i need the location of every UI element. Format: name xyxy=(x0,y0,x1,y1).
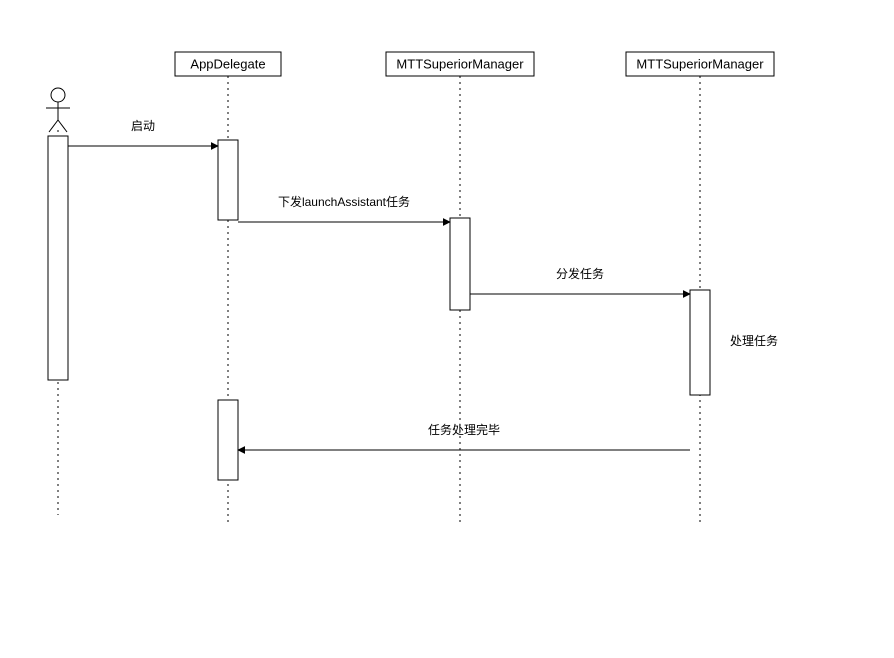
activation-actor-0 xyxy=(48,136,68,380)
message-label-2: 分发任务 xyxy=(556,266,604,281)
participant-label-p1: AppDelegate xyxy=(190,56,265,71)
message-label-3: 任务处理完毕 xyxy=(428,422,500,437)
side-note: 处理任务 xyxy=(730,333,778,348)
activation-p1-4 xyxy=(218,400,238,480)
participant-label-p2: MTTSuperiorManager xyxy=(396,56,524,71)
message-label-1: 下发launchAssistant任务 xyxy=(278,194,410,209)
activation-p3-3 xyxy=(690,290,710,395)
message-label-0: 启动 xyxy=(131,119,155,133)
actor xyxy=(46,88,70,132)
activation-p2-2 xyxy=(450,218,470,310)
activation-p1-1 xyxy=(218,140,238,220)
participant-label-p3: MTTSuperiorManager xyxy=(636,56,764,71)
